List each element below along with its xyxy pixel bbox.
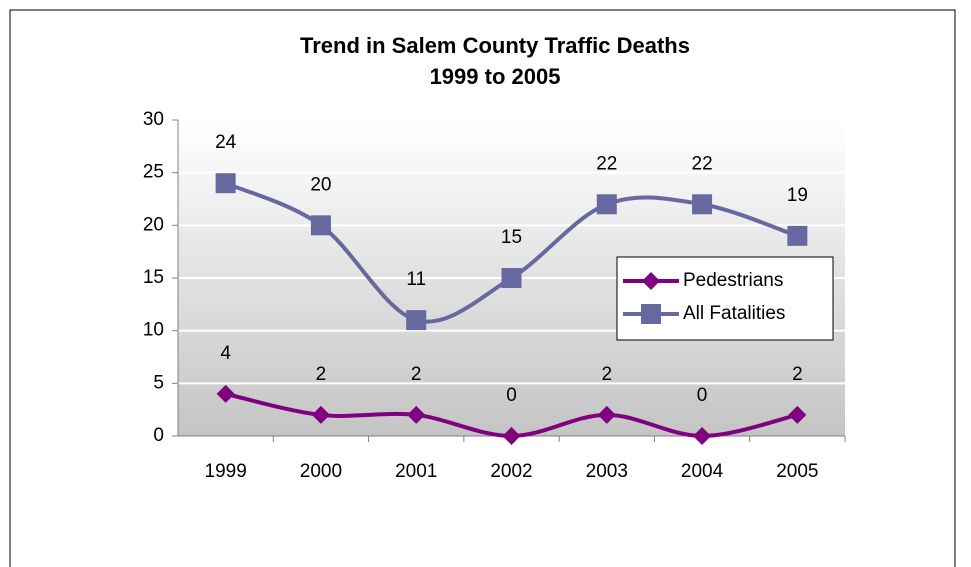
data-label: 19 bbox=[787, 185, 808, 206]
data-label: 0 bbox=[506, 385, 517, 406]
data-label: 15 bbox=[501, 227, 522, 248]
data-label: 22 bbox=[596, 153, 617, 174]
y-tick-label: 5 bbox=[153, 372, 164, 393]
marker bbox=[692, 194, 713, 215]
legend: Pedestrians All Fatalities bbox=[616, 256, 834, 341]
marker bbox=[596, 194, 617, 215]
marker bbox=[641, 304, 661, 324]
marker bbox=[216, 384, 235, 403]
x-tick-label: 1999 bbox=[205, 461, 247, 482]
x-tick-label: 2003 bbox=[586, 461, 628, 482]
x-tick-label: 2000 bbox=[300, 461, 342, 482]
marker bbox=[407, 405, 426, 424]
series: 4 2 2 0 2 0 2 bbox=[216, 343, 807, 445]
data-label: 11 bbox=[406, 269, 426, 290]
marker bbox=[642, 272, 660, 290]
x-tick-label: 2002 bbox=[490, 461, 532, 482]
y-tick-label: 15 bbox=[143, 267, 164, 288]
y-tick-label: 20 bbox=[143, 214, 164, 235]
x-tick-label: 2005 bbox=[776, 461, 818, 482]
marker bbox=[311, 405, 330, 424]
marker bbox=[787, 225, 808, 246]
marker bbox=[597, 405, 616, 424]
marker bbox=[788, 405, 807, 424]
series: 24 20 11 15 22 22 19 bbox=[215, 132, 808, 331]
y-tick-label: 25 bbox=[143, 162, 164, 183]
data-label: 0 bbox=[697, 385, 708, 406]
data-label: 22 bbox=[692, 153, 713, 174]
data-label: 2 bbox=[601, 364, 612, 385]
y-tick-label: 30 bbox=[143, 109, 164, 130]
data-label: 2 bbox=[411, 364, 422, 385]
data-label: 24 bbox=[215, 132, 237, 153]
data-label: 20 bbox=[310, 174, 331, 195]
legend-label: Pedestrians bbox=[683, 270, 783, 291]
chart-subtitle: 1999 to 2005 bbox=[430, 64, 561, 89]
y-tick-label: 10 bbox=[143, 320, 164, 341]
chart-title: Trend in Salem County Traffic Deaths bbox=[300, 33, 690, 58]
x-tick-label: 2004 bbox=[681, 461, 724, 482]
marker bbox=[215, 173, 236, 194]
legend-box bbox=[616, 256, 834, 341]
marker bbox=[502, 427, 521, 445]
y-tick-label: 0 bbox=[153, 425, 164, 446]
marker bbox=[406, 310, 427, 331]
marker bbox=[693, 427, 712, 445]
data-label: 4 bbox=[220, 343, 231, 364]
data-label: 2 bbox=[316, 364, 327, 385]
legend-label: All Fatalities bbox=[683, 303, 785, 324]
data-label: 2 bbox=[792, 364, 803, 385]
marker bbox=[501, 268, 522, 288]
marker bbox=[310, 215, 331, 236]
x-tick-label: 2001 bbox=[395, 461, 437, 482]
